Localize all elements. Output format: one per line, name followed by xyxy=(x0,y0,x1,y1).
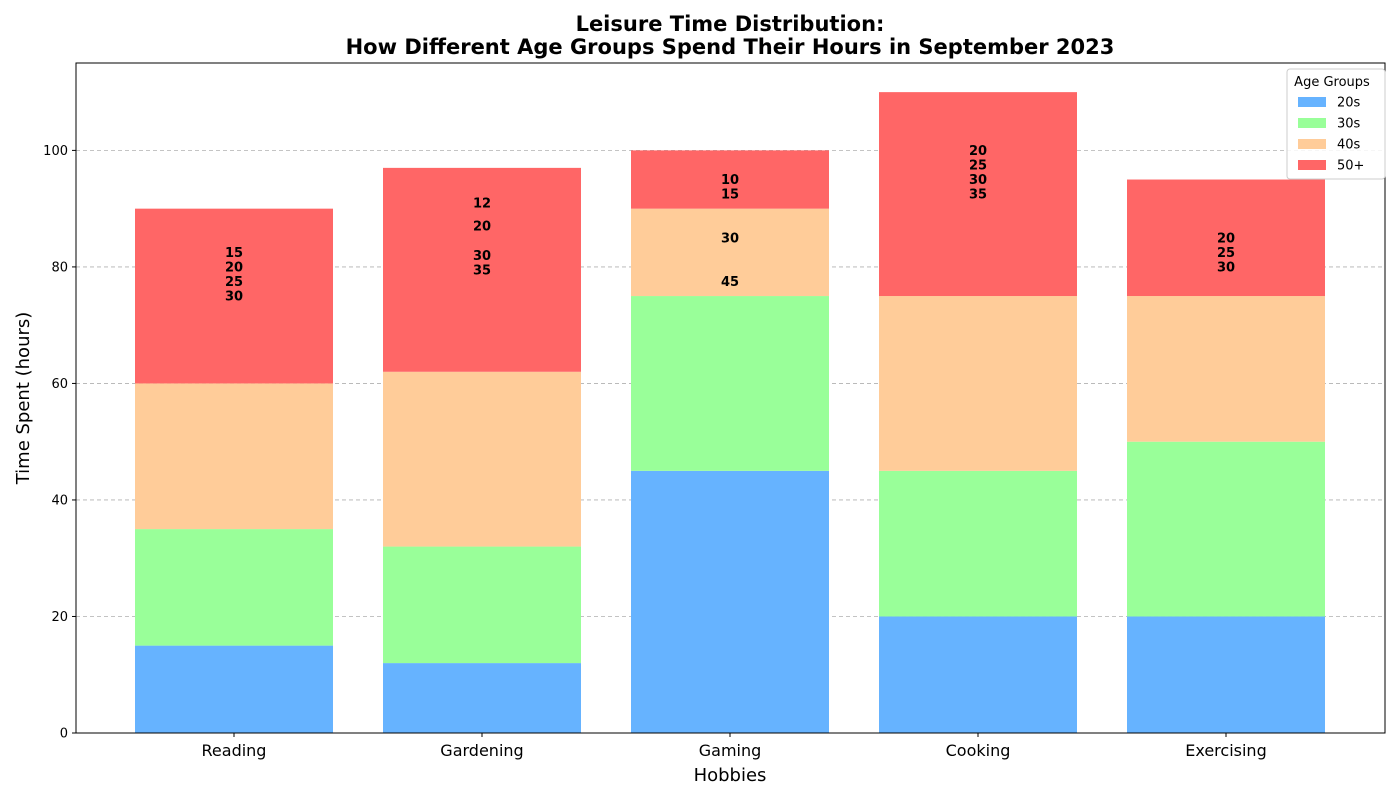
data-label: 10 xyxy=(721,173,739,188)
data-label: 15 xyxy=(721,188,739,203)
bar-reading-40s xyxy=(135,383,333,530)
bar-exercising-40s xyxy=(1127,296,1325,442)
bar-gaming-30s xyxy=(631,296,829,471)
data-label: 20 xyxy=(1217,231,1235,246)
y-tick-label: 60 xyxy=(51,377,68,392)
x-axis-ticks: Reading Gardening Gaming Cooking Exercising xyxy=(202,733,1267,760)
bar-exercising-50plus xyxy=(1127,179,1325,297)
data-label: 35 xyxy=(969,188,987,203)
chart-title-line-1: Leisure Time Distribution: xyxy=(576,12,885,36)
data-label: 12 xyxy=(473,196,491,211)
legend-swatch xyxy=(1298,118,1326,128)
bar-gardening-30s xyxy=(383,546,581,664)
data-label: 35 xyxy=(473,263,491,278)
legend-label: 40s xyxy=(1337,138,1361,153)
data-label: 20 xyxy=(473,220,491,235)
y-axis-ticks: 0 20 40 60 80 100 xyxy=(43,144,76,742)
x-tick-label: Gardening xyxy=(440,741,523,760)
legend-swatch xyxy=(1298,139,1326,149)
y-axis-label: Time Spent (hours) xyxy=(13,312,34,486)
data-label: 30 xyxy=(1217,260,1235,275)
y-tick-label: 20 xyxy=(51,610,68,625)
legend-label: 20s xyxy=(1337,96,1361,111)
data-label: 30 xyxy=(969,173,987,188)
y-tick-label: 80 xyxy=(51,260,68,275)
bar-gaming-50plus xyxy=(631,150,829,209)
y-tick-label: 40 xyxy=(51,493,68,508)
legend-swatch xyxy=(1298,160,1326,170)
legend-label: 30s xyxy=(1337,117,1361,132)
bar-gaming-40s xyxy=(631,208,829,297)
bar-reading-20s xyxy=(135,645,333,733)
data-label: 30 xyxy=(473,249,491,264)
bar-reading-50plus xyxy=(135,208,333,384)
legend-swatch xyxy=(1298,97,1326,107)
y-tick-label: 100 xyxy=(43,144,68,159)
data-label: 25 xyxy=(225,275,243,290)
legend-label: 50+ xyxy=(1337,159,1364,174)
x-tick-label: Exercising xyxy=(1185,741,1266,760)
data-label: 25 xyxy=(969,158,987,173)
bar-exercising-30s xyxy=(1127,441,1325,617)
bar-gardening-20s xyxy=(383,663,581,733)
legend-box xyxy=(1286,68,1386,180)
bar-gardening-40s xyxy=(383,371,581,547)
bar-gaming-20s xyxy=(631,470,829,733)
bar-cooking-30s xyxy=(879,470,1077,617)
bar-reading-30s xyxy=(135,529,333,646)
x-tick-label: Cooking xyxy=(946,741,1011,760)
bar-cooking-40s xyxy=(879,296,1077,471)
data-label: 20 xyxy=(225,260,243,275)
chart-title-line-2: How Different Age Groups Spend Their Hou… xyxy=(346,35,1115,59)
x-tick-label: Gaming xyxy=(699,741,762,760)
y-tick-label: 0 xyxy=(60,727,68,742)
bar-gardening-50plus xyxy=(383,167,581,372)
bar-cooking-20s xyxy=(879,616,1077,733)
bars xyxy=(135,92,1325,733)
data-label: 45 xyxy=(721,275,739,290)
data-label: 30 xyxy=(225,290,243,305)
x-tick-label: Reading xyxy=(202,741,267,760)
bar-exercising-20s xyxy=(1127,616,1325,733)
bar-cooking-50plus xyxy=(879,92,1077,297)
legend-items: 20s 30s 40s 50+ xyxy=(1298,96,1364,174)
data-label: 15 xyxy=(225,246,243,261)
data-label: 30 xyxy=(721,231,739,246)
legend: Age Groups 20s 30s 40s 50+ xyxy=(1286,68,1386,180)
x-axis-label: Hobbies xyxy=(694,765,767,786)
data-label: 25 xyxy=(1217,246,1235,261)
legend-title: Age Groups xyxy=(1294,75,1370,90)
data-label: 20 xyxy=(969,144,987,159)
